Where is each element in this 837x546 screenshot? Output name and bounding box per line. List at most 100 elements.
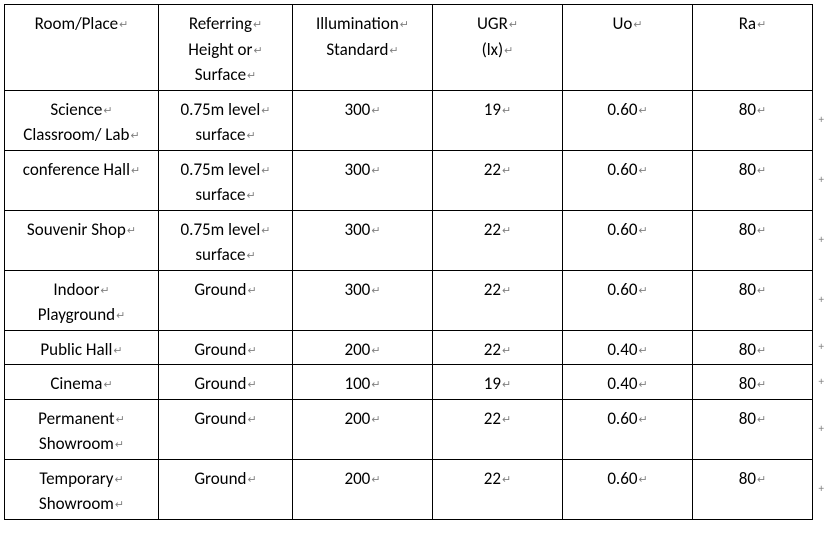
paragraph-mark-icon: ↵ <box>638 378 647 391</box>
ugr-cell: 22↵ <box>433 459 563 519</box>
paragraph-mark-icon: ↵ <box>253 18 262 31</box>
column-header-line: Room/Place↵ <box>9 11 154 37</box>
paragraph-mark-icon: ↵ <box>371 104 380 117</box>
referring-surface-cell-line: Ground↵ <box>163 406 288 432</box>
paragraph-mark-icon: ↵ <box>638 104 647 117</box>
paragraph-mark-icon: ↵ <box>389 44 398 57</box>
referring-surface-cell: 0.75m level↵surface↵ <box>159 210 293 270</box>
column-header: Uo↵ <box>563 5 693 91</box>
uo-cell: 0.60↵ <box>563 399 693 459</box>
referring-surface-cell-line: surface↵ <box>163 122 288 148</box>
ra-cell: 80↵+ <box>693 270 813 330</box>
column-header: Referring↵Height or↵Surface↵ <box>159 5 293 91</box>
ugr-cell: 22↵ <box>433 210 563 270</box>
paragraph-mark-icon: ↵ <box>757 18 766 31</box>
paragraph-mark-icon: ↵ <box>757 164 766 177</box>
row-end-mark-icon: + <box>819 292 824 309</box>
paragraph-mark-icon: ↵ <box>247 473 256 486</box>
room-place-cell: Indoor↵Playground↵ <box>5 270 159 330</box>
paragraph-mark-icon: ↵ <box>400 18 409 31</box>
paragraph-mark-icon: ↵ <box>247 69 256 82</box>
illumination-cell: 300↵ <box>293 90 433 150</box>
paragraph-mark-icon: ↵ <box>757 284 766 297</box>
column-header-line: UGR↵ <box>437 11 558 37</box>
paragraph-mark-icon: ↵ <box>371 378 380 391</box>
paragraph-mark-icon: ↵ <box>371 284 380 297</box>
room-place-cell-line: Showroom↵ <box>9 491 154 517</box>
row-end-mark-icon: + <box>819 339 824 356</box>
paragraph-mark-icon: ↵ <box>638 473 647 486</box>
paragraph-mark-icon: ↵ <box>502 224 511 237</box>
room-place-cell: Science↵Classroom/ Lab↵ <box>5 90 159 150</box>
ra-cell: 80↵+ <box>693 150 813 210</box>
paragraph-mark-icon: ↵ <box>246 129 255 142</box>
paragraph-mark-icon: ↵ <box>757 413 766 426</box>
paragraph-mark-icon: ↵ <box>261 224 270 237</box>
ra-cell: 80↵+ <box>693 399 813 459</box>
ra-cell: 80↵+ <box>693 459 813 519</box>
ugr-cell: 22↵ <box>433 399 563 459</box>
paragraph-mark-icon: ↵ <box>757 224 766 237</box>
referring-surface-cell: 0.75m level↵surface↵ <box>159 90 293 150</box>
paragraph-mark-icon: ↵ <box>504 44 513 57</box>
referring-surface-cell-line: surface↵ <box>163 182 288 208</box>
paragraph-mark-icon: ↵ <box>115 498 124 511</box>
uo-cell: 0.60↵ <box>563 150 693 210</box>
paragraph-mark-icon: ↵ <box>100 284 109 297</box>
uo-cell: 0.60↵ <box>563 459 693 519</box>
column-header-line: Standard↵ <box>297 37 428 63</box>
room-place-cell: conference Hall↵ <box>5 150 159 210</box>
illumination-cell: 300↵ <box>293 270 433 330</box>
ugr-cell: 22↵ <box>433 150 563 210</box>
illumination-cell: 200↵ <box>293 399 433 459</box>
paragraph-mark-icon: ↵ <box>103 378 112 391</box>
paragraph-mark-icon: ↵ <box>114 473 123 486</box>
paragraph-mark-icon: ↵ <box>502 284 511 297</box>
uo-cell: 0.40↵ <box>563 365 693 400</box>
column-header-line: Ra↵ <box>697 11 808 37</box>
column-header-line: Height or↵ <box>163 37 288 63</box>
referring-surface-cell-line: Ground↵ <box>163 371 288 397</box>
paragraph-mark-icon: ↵ <box>757 378 766 391</box>
room-place-cell-line: Cinema↵ <box>9 371 154 397</box>
room-place-cell-line: Science↵ <box>9 97 154 123</box>
paragraph-mark-icon: ↵ <box>247 284 256 297</box>
room-place-cell: Public Hall↵ <box>5 330 159 365</box>
row-end-mark-icon: + <box>819 421 824 438</box>
table-row: conference Hall↵0.75m level↵surface↵300↵… <box>5 150 813 210</box>
paragraph-mark-icon: ↵ <box>247 344 256 357</box>
ugr-cell: 19↵ <box>433 90 563 150</box>
table-row: Temporary↵Showroom↵Ground↵200↵22↵0.60↵80… <box>5 459 813 519</box>
paragraph-mark-icon: ↵ <box>757 473 766 486</box>
illumination-cell: 300↵ <box>293 150 433 210</box>
referring-surface-cell: 0.75m level↵surface↵ <box>159 150 293 210</box>
room-place-cell-line: Permanent↵ <box>9 406 154 432</box>
column-header-line: Surface↵ <box>163 62 288 88</box>
uo-cell: 0.60↵ <box>563 210 693 270</box>
paragraph-mark-icon: ↵ <box>638 413 647 426</box>
column-header: UGR↵(lx)↵ <box>433 5 563 91</box>
paragraph-mark-icon: ↵ <box>633 18 642 31</box>
referring-surface-cell-line: 0.75m level↵ <box>163 97 288 123</box>
room-place-cell-line: Souvenir Shop↵ <box>9 217 154 243</box>
illumination-cell: 100↵ <box>293 365 433 400</box>
room-place-cell-line: Temporary↵ <box>9 466 154 492</box>
row-end-mark-icon: + <box>819 112 824 129</box>
column-header: Room/Place↵ <box>5 5 159 91</box>
room-place-cell-line: Showroom↵ <box>9 431 154 457</box>
paragraph-mark-icon: ↵ <box>371 344 380 357</box>
referring-surface-cell-line: Ground↵ <box>163 337 288 363</box>
referring-surface-cell: Ground↵ <box>159 399 293 459</box>
table-row: Souvenir Shop↵0.75m level↵surface↵300↵22… <box>5 210 813 270</box>
paragraph-mark-icon: ↵ <box>502 473 511 486</box>
paragraph-mark-icon: ↵ <box>247 378 256 391</box>
paragraph-mark-icon: ↵ <box>502 104 511 117</box>
room-place-cell-line: conference Hall↵ <box>9 157 154 183</box>
row-end-mark-icon: + <box>819 172 824 189</box>
paragraph-mark-icon: ↵ <box>246 189 255 202</box>
room-place-cell-line: Public Hall↵ <box>9 337 154 363</box>
column-header-line: (lx)↵ <box>437 37 558 63</box>
row-end-mark-icon: + <box>819 481 824 498</box>
uo-cell: 0.40↵ <box>563 330 693 365</box>
room-place-cell: Temporary↵Showroom↵ <box>5 459 159 519</box>
